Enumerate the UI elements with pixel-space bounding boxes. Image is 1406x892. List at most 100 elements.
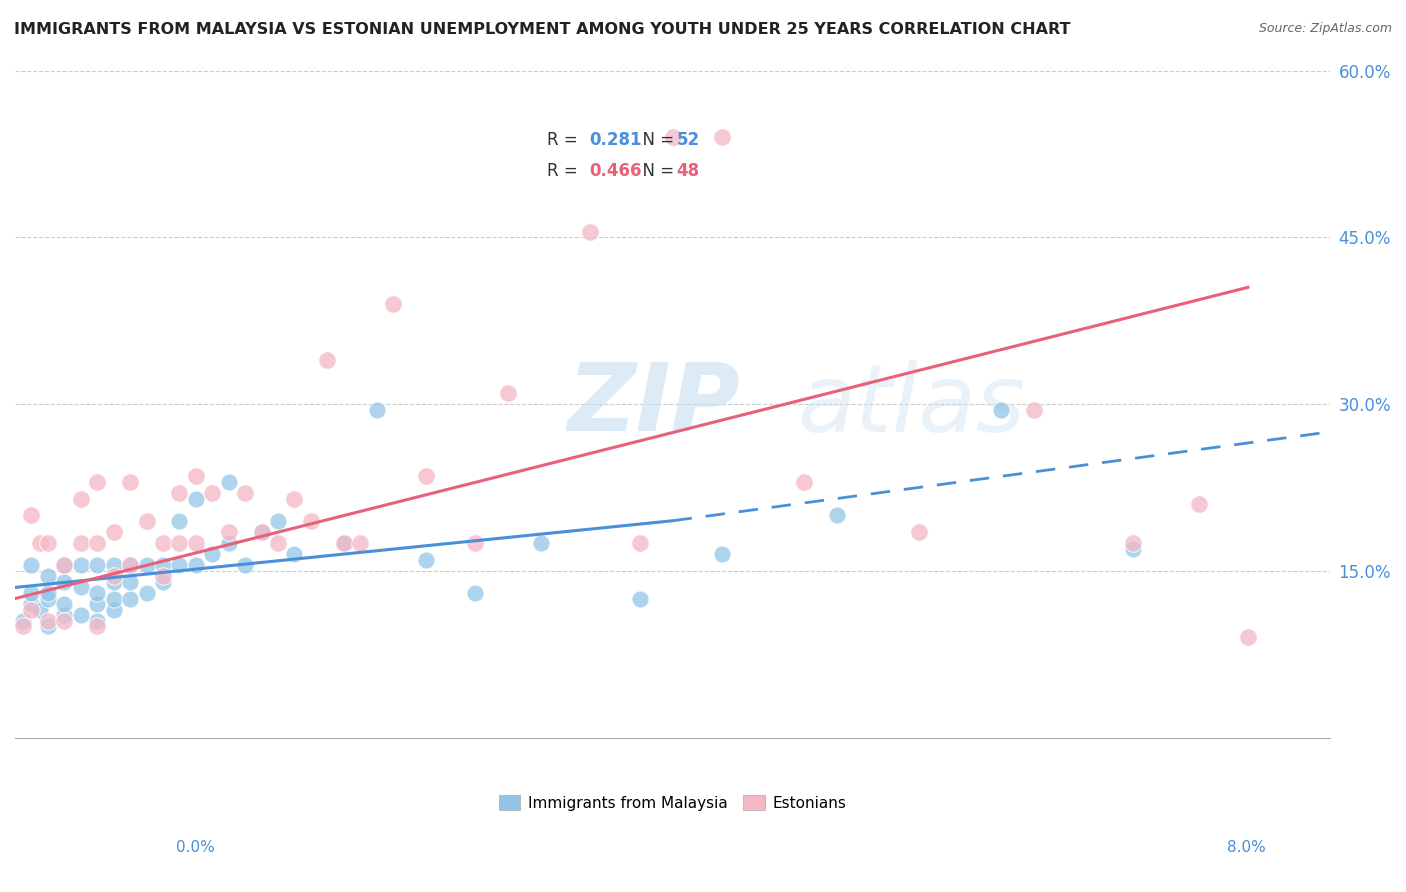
Point [169, 558, 191, 573]
Text: ZIP: ZIP [568, 359, 740, 451]
Text: R =: R = [547, 162, 583, 180]
Point [184, 558, 207, 573]
Point [1122, 536, 1144, 550]
Point [86, 619, 108, 633]
Point [1188, 497, 1211, 511]
Text: atlas: atlas [797, 359, 1026, 450]
Point [218, 524, 240, 539]
Point [366, 402, 388, 417]
Point [152, 574, 174, 589]
Point [710, 547, 733, 561]
Point [69, 491, 91, 506]
Text: IMMIGRANTS FROM MALAYSIA VS ESTONIAN UNEMPLOYMENT AMONG YOUTH UNDER 25 YEARS COR: IMMIGRANTS FROM MALAYSIA VS ESTONIAN UNE… [14, 22, 1070, 37]
Point [218, 475, 240, 489]
Text: N =: N = [631, 162, 679, 180]
Point [464, 536, 486, 550]
Point [20, 602, 42, 616]
Point [184, 536, 207, 550]
Point [13, 619, 35, 633]
Point [103, 574, 125, 589]
Point [120, 558, 142, 573]
Text: Source: ZipAtlas.com: Source: ZipAtlas.com [1258, 22, 1392, 36]
Point [69, 536, 91, 550]
Text: 0.0%: 0.0% [176, 840, 215, 855]
Point [184, 469, 207, 483]
Point [415, 469, 437, 483]
Point [1024, 402, 1046, 417]
Point [37, 536, 59, 550]
Point [86, 597, 108, 611]
Point [53, 608, 76, 623]
Point [299, 514, 322, 528]
Point [169, 514, 191, 528]
Point [250, 524, 273, 539]
Point [233, 486, 256, 500]
Text: 0.281: 0.281 [589, 131, 643, 149]
Text: N =: N = [631, 131, 679, 149]
Point [28, 536, 51, 550]
Point [579, 225, 602, 239]
Point [103, 602, 125, 616]
Point [103, 569, 125, 583]
Point [53, 574, 76, 589]
Point [120, 591, 142, 606]
Point [661, 130, 683, 145]
Point [20, 558, 42, 573]
Point [349, 536, 371, 550]
Text: 0.466: 0.466 [589, 162, 643, 180]
Point [86, 614, 108, 628]
Point [53, 597, 76, 611]
Point [103, 591, 125, 606]
Point [20, 597, 42, 611]
Point [908, 524, 931, 539]
Point [169, 486, 191, 500]
Point [382, 297, 405, 311]
Point [169, 536, 191, 550]
Point [69, 558, 91, 573]
Point [1122, 541, 1144, 556]
Point [37, 619, 59, 633]
Point [152, 558, 174, 573]
Point [825, 508, 848, 523]
Point [120, 574, 142, 589]
Point [37, 591, 59, 606]
Point [37, 586, 59, 600]
Point [86, 586, 108, 600]
Legend: Immigrants from Malaysia, Estonians: Immigrants from Malaysia, Estonians [494, 789, 852, 817]
Point [267, 514, 290, 528]
Point [152, 536, 174, 550]
Point [86, 558, 108, 573]
Point [628, 591, 651, 606]
Point [184, 491, 207, 506]
Point [218, 536, 240, 550]
Point [710, 130, 733, 145]
Point [103, 558, 125, 573]
Point [37, 569, 59, 583]
Point [86, 536, 108, 550]
Point [1237, 631, 1260, 645]
Text: R =: R = [547, 131, 583, 149]
Point [20, 586, 42, 600]
Point [37, 614, 59, 628]
Point [496, 385, 519, 400]
Point [86, 475, 108, 489]
Text: 52: 52 [676, 131, 700, 149]
Point [316, 352, 339, 367]
Point [415, 552, 437, 566]
Point [69, 608, 91, 623]
Point [120, 475, 142, 489]
Point [53, 558, 76, 573]
Point [990, 402, 1012, 417]
Point [628, 536, 651, 550]
Point [135, 514, 157, 528]
Point [333, 536, 356, 550]
Point [120, 558, 142, 573]
Point [53, 558, 76, 573]
Point [250, 524, 273, 539]
Point [103, 524, 125, 539]
Point [283, 547, 305, 561]
Text: 8.0%: 8.0% [1226, 840, 1265, 855]
Point [793, 475, 815, 489]
Point [135, 558, 157, 573]
Point [201, 486, 224, 500]
